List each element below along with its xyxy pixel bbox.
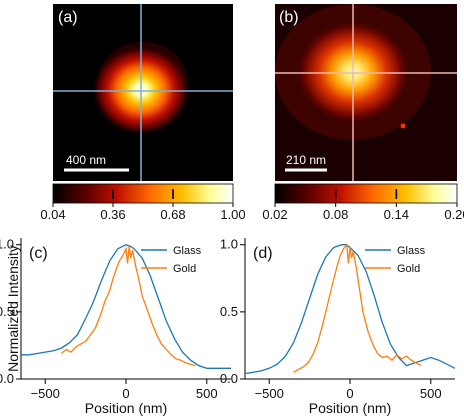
legend-label-gold: Gold (173, 263, 196, 275)
heatmap-b: (b) 210 nm (275, 4, 457, 181)
colorbar-tick-label: 0.14 (384, 207, 409, 222)
x-tick-label: −500 (255, 386, 284, 401)
panel-label: (c) (29, 245, 48, 262)
x-tick-label: 0 (346, 386, 353, 401)
y-tick-label: 0.5 (0, 304, 14, 319)
panel-label: (d) (253, 245, 273, 262)
x-axis-label: Position (nm) (85, 400, 167, 416)
x-tick-label: 500 (196, 386, 218, 401)
series-line-gold (60, 246, 196, 367)
legend-label-glass: Glass (397, 245, 426, 257)
series-line-gold (293, 243, 422, 373)
colorbar-a: 0.04 0.36 0.68 1.00 (40, 183, 246, 222)
series-line-glass (244, 244, 456, 375)
scalebar-b-label: 210 nm (286, 153, 326, 167)
colorbar-tick-label: 0.36 (100, 207, 125, 222)
scalebar-a-label: 400 nm (66, 153, 106, 167)
colorbar-tick-label: 0.08 (323, 207, 348, 222)
line-plot-d: −500 0 500 0.0 0.5 1.0 Glass Gold (d) Position (n… (220, 237, 456, 416)
panel-label-a: (a) (58, 9, 78, 26)
series-line-glass (21, 243, 231, 369)
legend-label-glass: Glass (173, 245, 202, 257)
series-group (244, 243, 456, 375)
colorbar-b-gradient (274, 183, 458, 204)
heatmap-b-hotpixel (400, 123, 406, 129)
y-tick-label: 1.0 (0, 237, 14, 252)
y-tick-label: 1.0 (220, 237, 238, 252)
colorbar-tick-label: 0.68 (160, 207, 185, 222)
y-tick-label: 0.0 (220, 371, 238, 386)
legend-label-gold: Gold (397, 263, 420, 275)
colorbar-tick-label: 0.04 (40, 207, 65, 222)
line-plot-c: −500 0 500 0.0 0.5 1.0 Glass Gold (c) Position (n… (0, 237, 231, 416)
colorbar-tick-label: 0.20 (444, 207, 464, 222)
x-tick-label: −500 (31, 386, 60, 401)
heatmap-a: (a) 400 nm (53, 4, 233, 181)
colorbar-tick-label: 0.02 (262, 207, 287, 222)
y-axis-label: Normalized Intensity (5, 245, 21, 372)
x-tick-label: 0 (122, 386, 129, 401)
panel-label-b: (b) (279, 9, 299, 26)
colorbar-a-gradient (52, 183, 234, 204)
colorbar-tick-label: 1.00 (220, 207, 245, 222)
colorbar-b: 0.02 0.08 0.14 0.20 (262, 183, 464, 222)
y-tick-label: 0.0 (0, 371, 14, 386)
x-axis-label: Position (nm) (309, 400, 391, 416)
series-group (21, 243, 231, 369)
y-tick-label: 0.5 (220, 304, 238, 319)
x-tick-label: 500 (420, 386, 442, 401)
